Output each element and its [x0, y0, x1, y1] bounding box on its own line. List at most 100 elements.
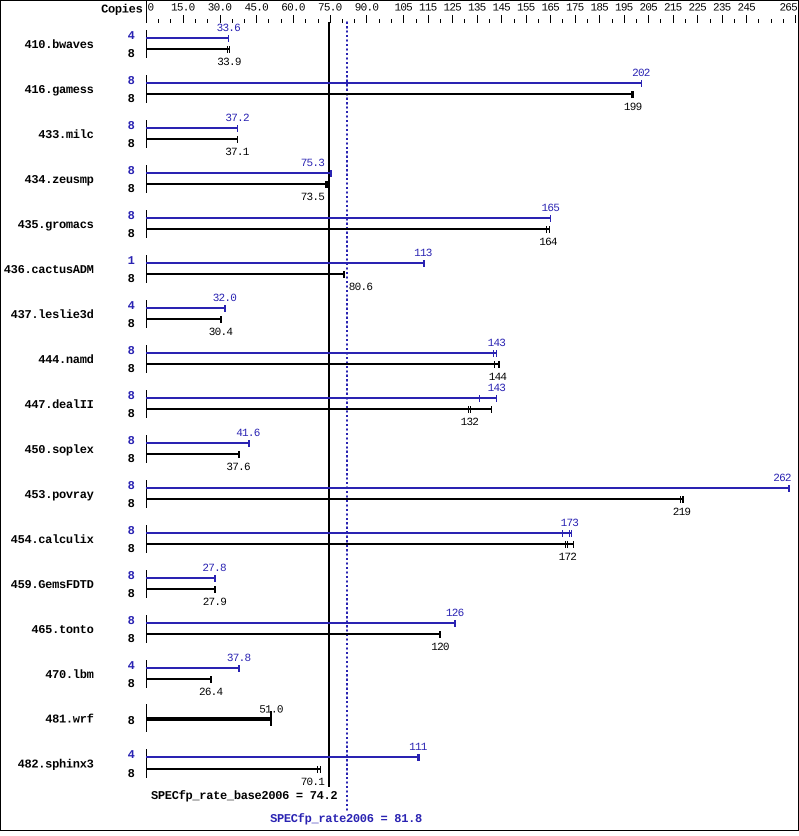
- svg-text:120: 120: [431, 642, 449, 654]
- svg-text:436.cactusADM: 436.cactusADM: [4, 263, 94, 277]
- svg-text:164: 164: [539, 237, 558, 249]
- svg-text:8: 8: [128, 362, 135, 376]
- svg-text:8: 8: [128, 452, 135, 466]
- svg-text:SPECfp_rate_base2006 = 74.2: SPECfp_rate_base2006 = 74.2: [151, 789, 337, 803]
- svg-text:165: 165: [541, 2, 559, 14]
- svg-text:8: 8: [128, 479, 135, 493]
- svg-text:75.0: 75.0: [318, 2, 342, 14]
- svg-text:8: 8: [128, 47, 135, 61]
- svg-text:8: 8: [128, 587, 135, 601]
- svg-text:145: 145: [492, 2, 510, 14]
- svg-text:37.6: 37.6: [226, 462, 250, 474]
- svg-text:8: 8: [128, 714, 135, 728]
- svg-text:60.0: 60.0: [281, 2, 305, 14]
- svg-text:215: 215: [664, 2, 682, 14]
- svg-text:173: 173: [561, 518, 579, 530]
- svg-text:470.lbm: 470.lbm: [45, 668, 93, 682]
- svg-text:135: 135: [468, 2, 486, 14]
- svg-text:113: 113: [414, 248, 432, 260]
- svg-text:8: 8: [128, 182, 135, 196]
- svg-text:434.zeusmp: 434.zeusmp: [24, 173, 93, 187]
- svg-text:8: 8: [128, 74, 135, 88]
- svg-text:1: 1: [128, 254, 135, 268]
- svg-text:143: 143: [488, 338, 506, 350]
- svg-text:4: 4: [128, 299, 135, 313]
- svg-text:199: 199: [624, 102, 642, 114]
- svg-text:454.calculix: 454.calculix: [11, 533, 94, 547]
- svg-text:115: 115: [419, 2, 437, 14]
- svg-text:481.wrf: 481.wrf: [45, 713, 93, 727]
- svg-text:26.4: 26.4: [199, 687, 224, 699]
- svg-text:155: 155: [517, 2, 535, 14]
- svg-text:465.tonto: 465.tonto: [31, 623, 93, 637]
- svg-text:225: 225: [688, 2, 706, 14]
- svg-text:132: 132: [461, 417, 479, 429]
- svg-text:111: 111: [409, 742, 428, 754]
- svg-text:205: 205: [639, 2, 657, 14]
- svg-text:410.bwaves: 410.bwaves: [24, 38, 93, 52]
- svg-text:202: 202: [632, 68, 650, 80]
- svg-text:Copies: Copies: [101, 3, 143, 17]
- svg-text:30.4: 30.4: [209, 327, 234, 339]
- svg-text:8: 8: [128, 119, 135, 133]
- svg-text:8: 8: [128, 524, 135, 538]
- svg-text:15.0: 15.0: [171, 2, 195, 14]
- svg-text:416.gamess: 416.gamess: [24, 83, 93, 97]
- svg-text:165: 165: [542, 203, 560, 215]
- svg-text:459.GemsFDTD: 459.GemsFDTD: [11, 578, 94, 592]
- svg-text:125: 125: [443, 2, 461, 14]
- svg-text:30.0: 30.0: [208, 2, 232, 14]
- svg-text:8: 8: [128, 209, 135, 223]
- svg-text:4: 4: [128, 659, 135, 673]
- svg-text:8: 8: [128, 389, 135, 403]
- svg-text:433.milc: 433.milc: [38, 128, 93, 142]
- svg-text:262: 262: [773, 473, 791, 485]
- svg-text:8: 8: [128, 272, 135, 286]
- svg-text:37.1: 37.1: [225, 147, 250, 159]
- svg-text:90.0: 90.0: [355, 2, 379, 14]
- svg-text:453.povray: 453.povray: [24, 488, 93, 502]
- svg-text:8: 8: [128, 767, 135, 781]
- svg-text:144: 144: [489, 372, 508, 384]
- svg-text:444.namd: 444.namd: [38, 353, 93, 367]
- svg-text:8: 8: [128, 164, 135, 178]
- svg-text:8: 8: [128, 677, 135, 691]
- svg-text:SPECfp_rate2006 = 81.8: SPECfp_rate2006 = 81.8: [270, 812, 422, 826]
- svg-text:8: 8: [128, 137, 135, 151]
- svg-text:8: 8: [128, 569, 135, 583]
- svg-text:37.8: 37.8: [227, 653, 251, 665]
- svg-text:45.0: 45.0: [245, 2, 269, 14]
- svg-text:8: 8: [128, 542, 135, 556]
- svg-text:41.6: 41.6: [236, 428, 260, 440]
- svg-text:8: 8: [128, 407, 135, 421]
- svg-text:8: 8: [128, 344, 135, 358]
- svg-text:235: 235: [713, 2, 731, 14]
- svg-text:73.5: 73.5: [301, 192, 325, 204]
- svg-text:70.1: 70.1: [301, 777, 326, 789]
- svg-text:75.3: 75.3: [301, 158, 325, 170]
- svg-text:80.6: 80.6: [349, 282, 373, 294]
- svg-text:175: 175: [566, 2, 584, 14]
- svg-text:8: 8: [128, 227, 135, 241]
- svg-text:51.0: 51.0: [259, 704, 283, 716]
- svg-text:32.0: 32.0: [213, 293, 237, 305]
- svg-text:105: 105: [394, 2, 412, 14]
- svg-text:185: 185: [590, 2, 608, 14]
- svg-text:8: 8: [128, 434, 135, 448]
- svg-text:245: 245: [737, 2, 755, 14]
- svg-text:447.dealII: 447.dealII: [24, 398, 93, 412]
- svg-text:8: 8: [128, 92, 135, 106]
- svg-text:4: 4: [128, 29, 135, 43]
- svg-text:435.gromacs: 435.gromacs: [18, 218, 94, 232]
- svg-text:0: 0: [148, 2, 154, 14]
- svg-text:450.soplex: 450.soplex: [24, 443, 93, 457]
- svg-text:172: 172: [559, 552, 577, 564]
- svg-text:8: 8: [128, 497, 135, 511]
- svg-text:219: 219: [673, 507, 691, 519]
- svg-text:265: 265: [779, 2, 797, 14]
- svg-text:8: 8: [128, 614, 135, 628]
- svg-text:33.6: 33.6: [217, 23, 241, 35]
- svg-text:437.leslie3d: 437.leslie3d: [11, 308, 94, 322]
- svg-text:8: 8: [128, 632, 135, 646]
- svg-text:8: 8: [128, 317, 135, 331]
